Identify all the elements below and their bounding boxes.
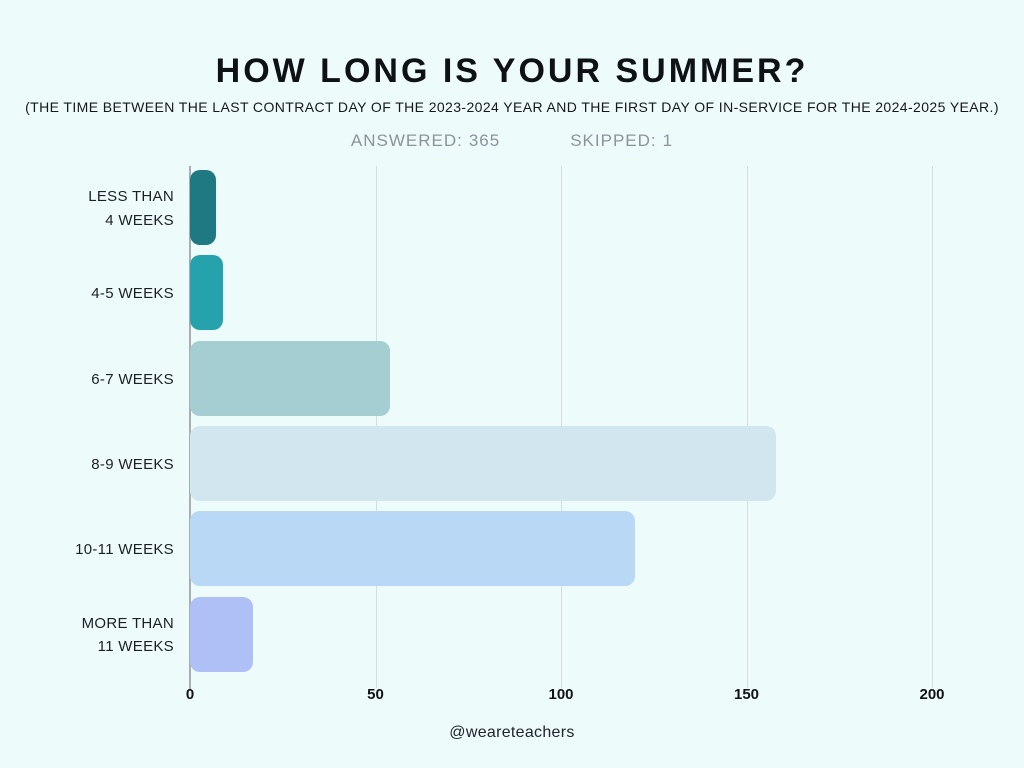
survey-stats: ANSWERED: 365 SKIPPED: 1 (0, 131, 1024, 151)
answered-stat: ANSWERED: 365 (351, 131, 500, 151)
bar-6-7-weeks (190, 340, 391, 416)
skipped-value: 1 (662, 131, 674, 150)
chart-subtitle: (THE TIME BETWEEN THE LAST CONTRACT DAY … (25, 99, 999, 115)
answered-label: ANSWERED: (350, 131, 463, 150)
chart-title: HOW LONG IS YOUR SUMMER? (215, 52, 809, 90)
credit-handle: @weareteachers (449, 724, 575, 741)
category-labels-column: LESS THAN 4 WEEKS 4-5 WEEKS 6-7 WEEKS 8-9 W… (0, 166, 176, 678)
x-tick-label-150: 150 (733, 686, 760, 703)
category-label: 4-5 WEEKS (91, 285, 174, 303)
category-label: LESS THAN 4 WEEKS (88, 188, 174, 229)
x-tick-label-50: 50 (367, 686, 384, 703)
bar-8-9-weeks (190, 425, 777, 501)
gridline-200 (932, 166, 933, 688)
category-label: 8-9 WEEKS (91, 455, 174, 473)
x-tick-label-0: 0 (185, 686, 195, 703)
category-label: 10-11 WEEKS (75, 541, 174, 559)
skipped-label: SKIPPED: (570, 131, 657, 150)
bar-less-than-4-weeks (190, 170, 216, 245)
answered-value: 365 (468, 131, 501, 150)
x-tick-label-200: 200 (919, 686, 945, 703)
category-label: 6-7 WEEKS (91, 370, 174, 388)
bar-4-5-weeks (190, 255, 224, 331)
skipped-stat: SKIPPED: 1 (570, 131, 673, 151)
bar-more-than-11-weeks (190, 596, 254, 672)
y-axis-line (189, 166, 191, 690)
x-tick-label-100: 100 (548, 686, 574, 703)
bar-chart-plot-area (189, 166, 980, 690)
x-axis-tick-labels: 0 50 100 150 200 (186, 686, 980, 706)
category-label: MORE THAN 11 WEEKS (81, 614, 174, 656)
bar-10-11-weeks (190, 511, 636, 587)
